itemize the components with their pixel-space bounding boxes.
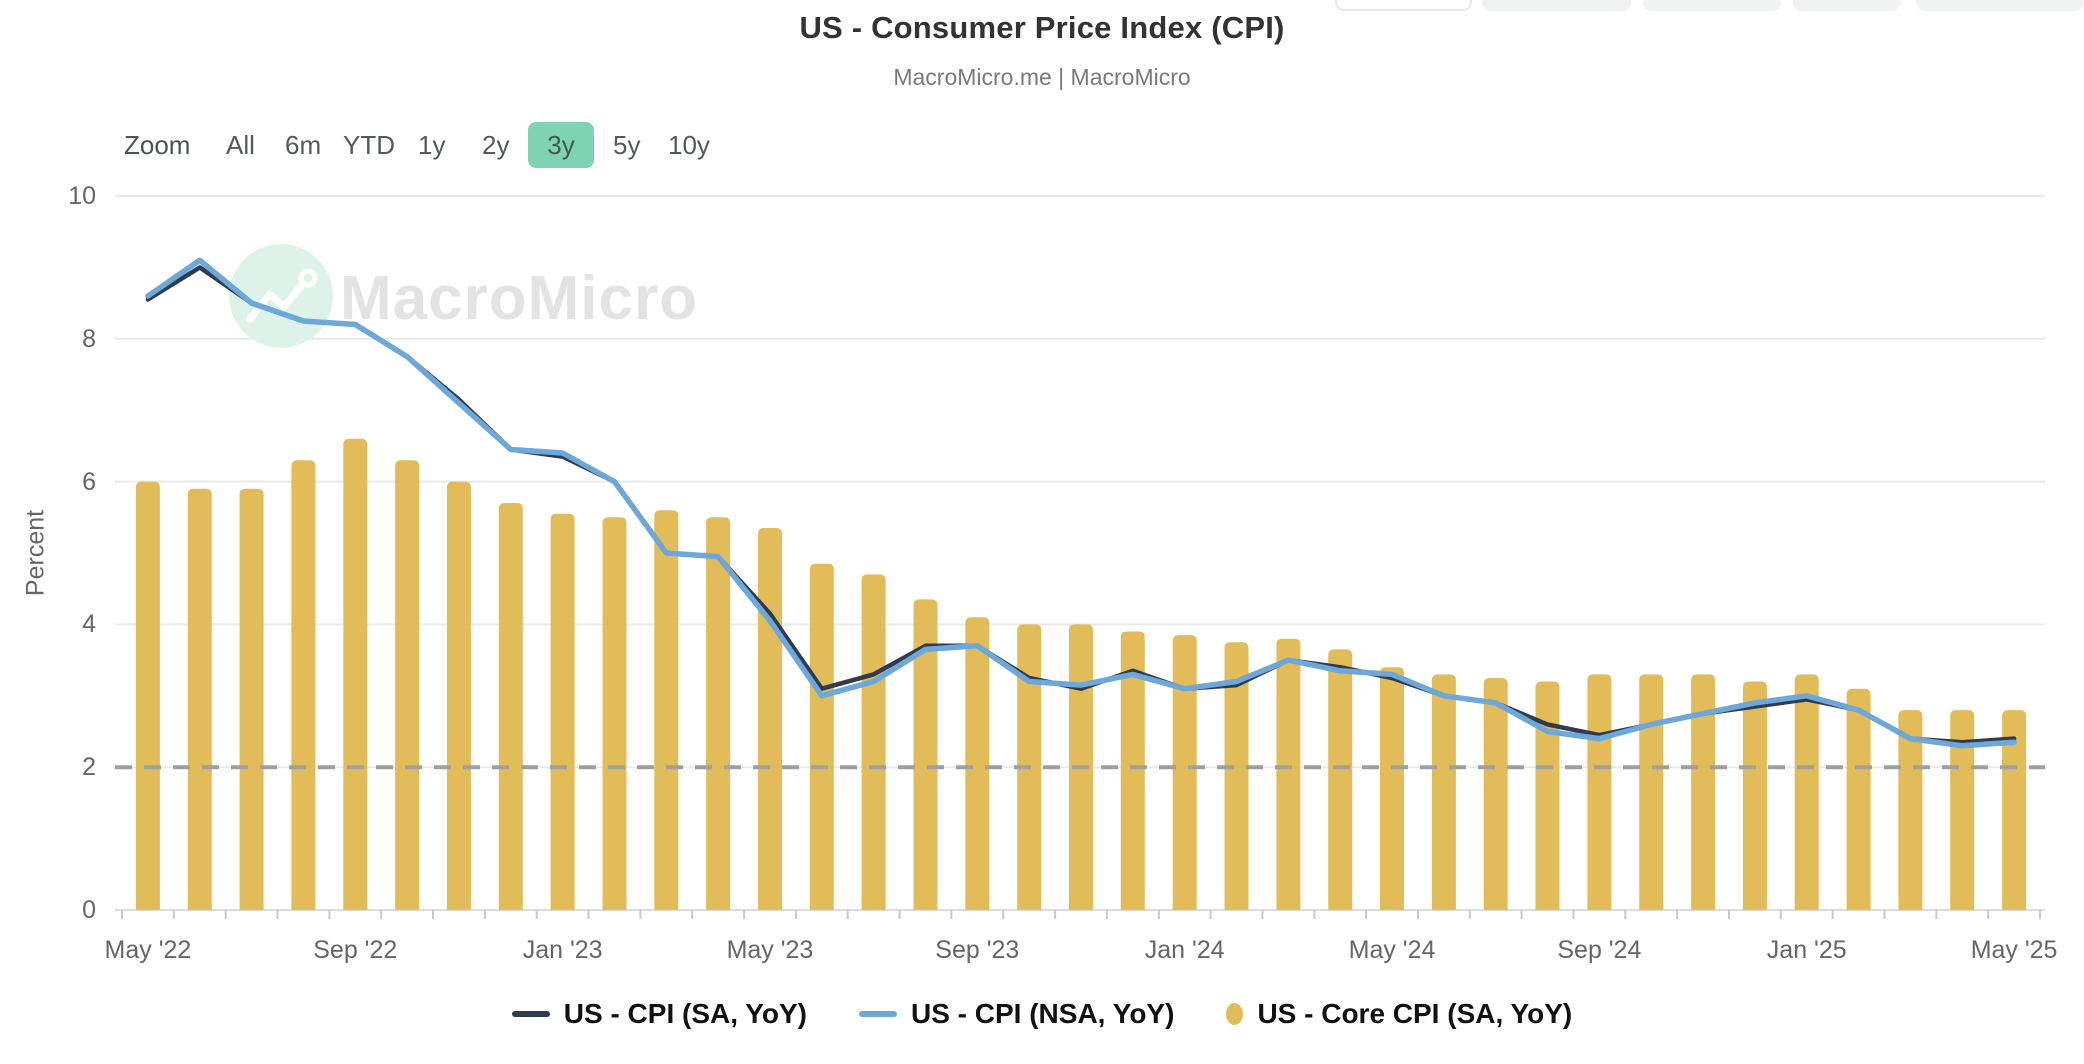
range-button-1y[interactable]: 1y [418,130,446,160]
bar-core-cpi-Jul '23[interactable] [861,574,886,910]
bar-core-cpi-Apr '24[interactable] [1328,649,1353,910]
x-tick-label-may23: May '23 [726,936,814,964]
legend-item-cpi-nsa[interactable]: US - CPI (NSA, YoY) [859,998,1174,1030]
bar-core-cpi-Mar '25[interactable] [1898,710,1923,910]
bar-core-cpi-Sep '22[interactable] [343,438,368,910]
bar-core-cpi-Aug '23[interactable] [913,599,938,910]
line-cpi-nsa-yoy[interactable] [145,257,2017,749]
bar-core-cpi-Sep '23[interactable] [965,617,990,910]
watermark-text: MacroMicro [340,264,698,333]
x-tick-label-may22: May '22 [104,936,192,964]
x-tick-label-sep23: Sep '23 [935,936,1020,964]
y-tick-label-0: 0 [82,896,96,924]
legend-circle-marker-core [1226,1003,1244,1025]
bar-core-cpi-Aug '24[interactable] [1535,681,1560,911]
bar-core-cpi-May '23[interactable] [758,528,782,910]
x-tick-label-sep22: Sep '22 [313,936,398,964]
range-button-3y-selected[interactable]: 3y [528,122,594,168]
bar-core-cpi-Sep '24[interactable] [1587,674,1612,910]
range-button-5y[interactable]: 5y [613,130,641,160]
macromicro-watermark: MacroMicro [229,244,698,348]
bar-core-cpi-Apr '25[interactable] [1950,710,1975,910]
bar-core-cpi-Apr '23[interactable] [706,517,731,910]
bar-core-cpi-Nov '24[interactable] [1691,674,1716,910]
cropped-toolbar-button-5[interactable] [1916,0,2084,11]
y-tick-label-8: 8 [82,324,96,353]
legend-item-cpi-sa[interactable]: US - CPI (SA, YoY) [511,998,807,1030]
cropped-toolbar-button-1[interactable] [1335,0,1472,11]
x-tick-label-jan24: Jan '24 [1144,936,1225,964]
y-tick-label-4: 4 [82,610,96,639]
watermark-dot-icon [298,268,318,288]
range-button-6m[interactable]: 6m [285,130,322,160]
legend-label: US - CPI (SA, YoY) [563,998,807,1029]
bar-core-cpi-Oct '24[interactable] [1639,674,1664,910]
bar-core-cpi-May '22[interactable] [135,481,160,910]
cropped-toolbar-button-2[interactable] [1482,0,1631,11]
x-tick-label-jan25: Jan '25 [1766,936,1847,964]
cropped-toolbar-button-4[interactable] [1793,0,1901,11]
bar-core-cpi-Jan '25[interactable] [1794,674,1819,910]
bar-core-cpi-Oct '22[interactable] [395,460,420,910]
x-tick-label-may25: May '25 [1970,936,2058,964]
bar-core-cpi-Jun '23[interactable] [809,563,834,910]
range-button-2y[interactable]: 2y [482,130,510,160]
bar-core-cpi-Nov '22[interactable] [446,481,471,910]
legend-label: US - CPI (NSA, YoY) [911,998,1175,1029]
legend-label: US - Core CPI (SA, YoY) [1257,998,1573,1029]
bar-core-cpi-Jan '23[interactable] [550,513,575,910]
legend: US - CPI (SA, YoY) US - CPI (NSA, YoY) U… [0,998,2084,1030]
bar-core-cpi-Jun '24[interactable] [1431,674,1456,910]
y-tick-label-10: 10 [68,182,96,210]
x-tick-label-jan23: Jan '23 [522,936,603,964]
bar-core-cpi-Dec '24[interactable] [1742,681,1767,911]
bar-core-cpi-Jun '22[interactable] [187,488,212,910]
legend-item-core-cpi[interactable]: US - Core CPI (SA, YoY) [1226,998,1572,1030]
bar-core-cpi-May '25[interactable] [2002,710,2027,910]
bar-core-cpi-Jul '22[interactable] [239,488,264,910]
range-button-10y[interactable]: 10y [668,130,710,160]
y-tick-label-6: 6 [82,467,96,496]
page-title: US - Consumer Price Index (CPI) [799,10,1285,45]
x-tick-label-may24: May '24 [1348,936,1436,964]
bar-core-cpi-Mar '24[interactable] [1276,638,1301,910]
legend-line-marker-nsa [859,1011,897,1017]
bar-core-cpi-Aug '22[interactable] [291,460,316,910]
bar-core-cpi-Feb '23[interactable] [602,517,627,910]
cropped-toolbar-button-3[interactable] [1643,0,1781,11]
x-tick-label-sep24: Sep '24 [1557,936,1642,964]
bar-core-cpi-May '24[interactable] [1380,667,1404,910]
page-subtitle: MacroMicro.me | MacroMicro [893,64,1191,90]
bar-core-cpi-Dec '22[interactable] [498,503,523,910]
bar-core-cpi-Mar '23[interactable] [654,510,679,910]
zoom-toolbar-label: Zoom [124,130,191,160]
bar-core-cpi-Feb '24[interactable] [1224,642,1249,910]
bar-core-cpi-Dec '23[interactable] [1120,631,1145,911]
bar-core-cpi-Jul '24[interactable] [1483,678,1508,910]
bar-core-cpi-Feb '25[interactable] [1846,688,1871,910]
y-tick-label-2: 2 [82,753,96,782]
range-button-all[interactable]: All [226,130,255,160]
legend-line-marker-sa [511,1011,550,1017]
bar-core-cpi-Jan '24[interactable] [1172,635,1197,910]
range-button-ytd[interactable]: YTD [343,130,395,160]
